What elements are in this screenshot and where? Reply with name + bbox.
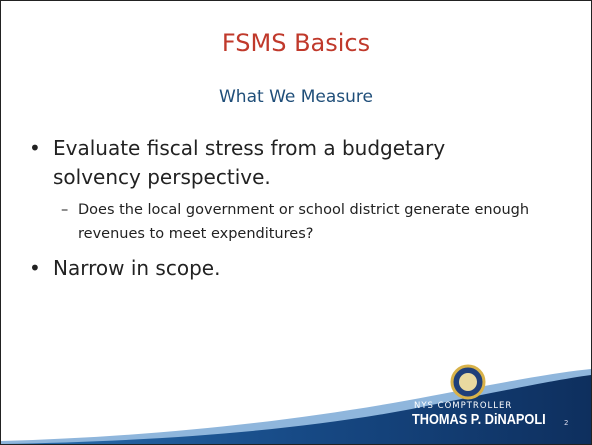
footer-org: NYS COMPTROLLER bbox=[414, 401, 513, 411]
title: FSMS Basics bbox=[221, 29, 371, 57]
page-number: 2 bbox=[564, 419, 569, 427]
footer-name: THOMAS P. DiNAPOLI bbox=[412, 411, 546, 428]
bullet: Narrow in scope. bbox=[29, 254, 483, 283]
bullet-list: Evaluate fiscal stress from a budgetary … bbox=[1, 134, 591, 289]
bullet: Evaluate fiscal stress from a budgetary … bbox=[29, 134, 483, 192]
sub-bullet: Does the local government or school dist… bbox=[61, 198, 588, 246]
subtitle: What We Measure bbox=[219, 87, 373, 107]
